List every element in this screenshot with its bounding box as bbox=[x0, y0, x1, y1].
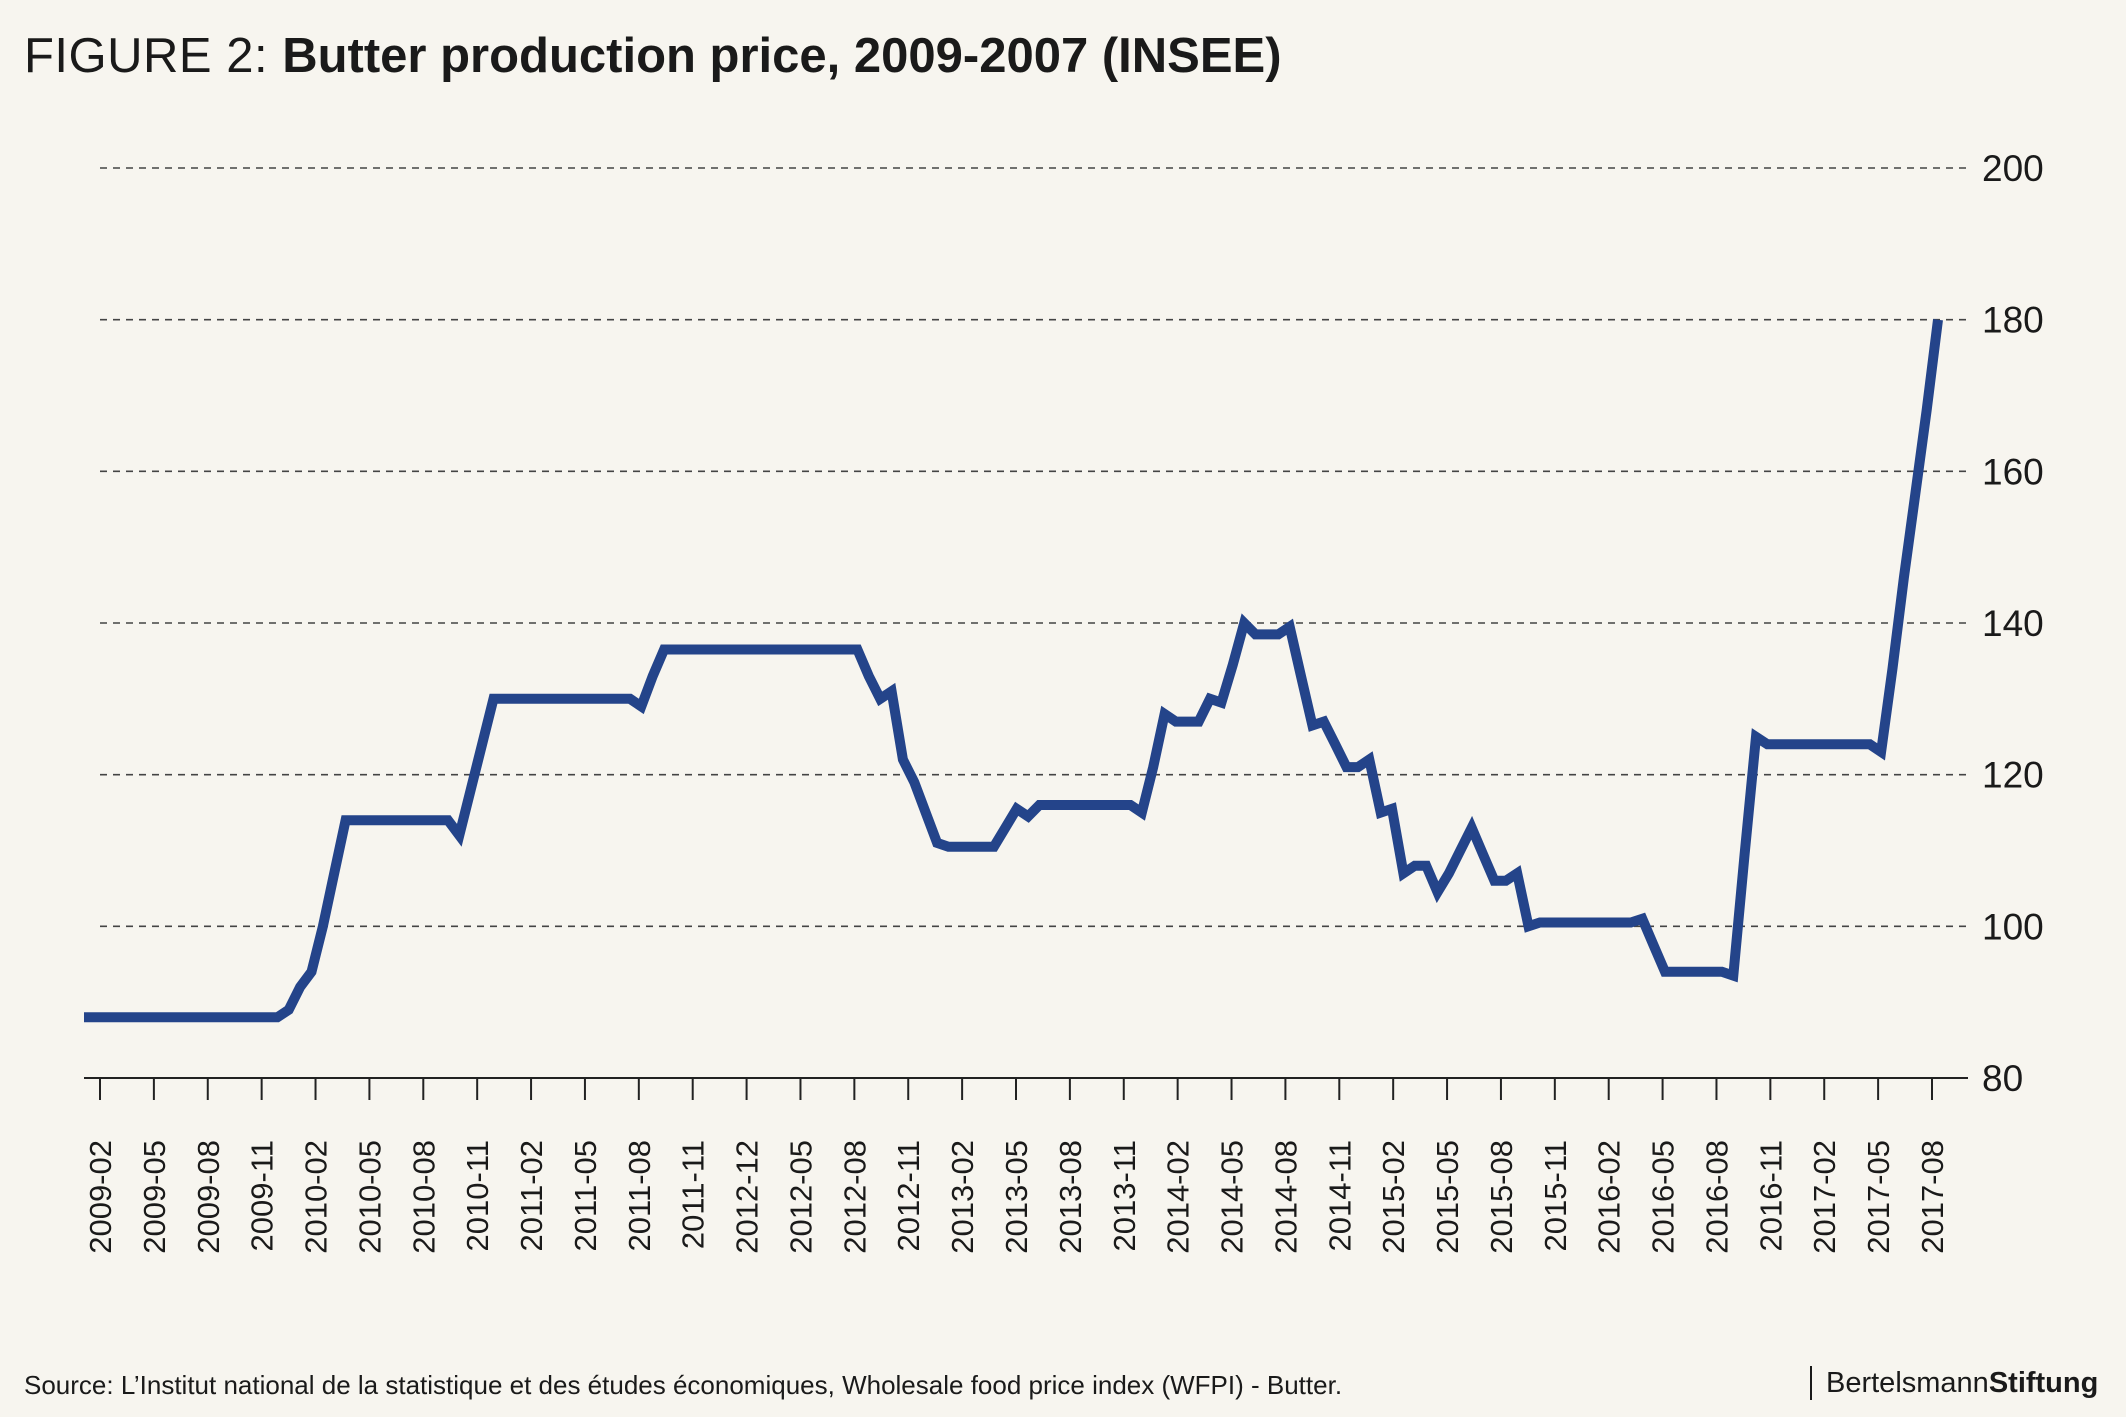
x-tick-label: 2017-05 bbox=[1861, 1140, 1896, 1254]
x-tick-label: 2015-02 bbox=[1376, 1140, 1411, 1254]
x-tick-label: 2012-05 bbox=[783, 1140, 818, 1254]
source-note: Source: L’Institut national de la statis… bbox=[24, 1370, 1343, 1400]
x-tick-label: 2017-08 bbox=[1915, 1140, 1950, 1254]
x-tick-label: 2009-11 bbox=[245, 1140, 280, 1251]
y-tick-label: 180 bbox=[1982, 300, 2044, 341]
x-tick-label: 2015-08 bbox=[1484, 1140, 1519, 1254]
x-tick-label: 2013-02 bbox=[945, 1140, 980, 1254]
x-tick-label: 2015-05 bbox=[1430, 1140, 1465, 1254]
x-tick-label: 2012-08 bbox=[837, 1140, 872, 1254]
x-tick-label: 2014-08 bbox=[1268, 1140, 1303, 1254]
brand-logo: BertelsmannStiftung bbox=[1810, 1366, 2098, 1400]
x-tick-label: 2016-05 bbox=[1646, 1140, 1681, 1254]
x-tick-label: 2016-02 bbox=[1592, 1140, 1627, 1254]
y-tick-label: 160 bbox=[1982, 451, 2044, 492]
x-tick-label: 2014-11 bbox=[1322, 1140, 1357, 1251]
x-tick-label: 2012-12 bbox=[730, 1140, 765, 1254]
y-axis: 80 100 120 140 160 180 200 bbox=[1982, 148, 2044, 1099]
figure-title: FIGURE 2: Butter production price, 2009-… bbox=[24, 26, 1282, 86]
x-tick-label: 2010-02 bbox=[299, 1140, 334, 1254]
x-tick-label: 2011-08 bbox=[622, 1140, 657, 1251]
brand-part2: Stiftung bbox=[1988, 1367, 2099, 1399]
x-tick-label: 2010-11 bbox=[460, 1140, 495, 1251]
y-tick-label: 120 bbox=[1982, 755, 2044, 796]
x-tick-label: 2015-11 bbox=[1538, 1140, 1573, 1251]
y-tick-label: 140 bbox=[1982, 603, 2044, 644]
x-tick-label: 2011-02 bbox=[514, 1140, 549, 1251]
x-tick-label: 2016-08 bbox=[1699, 1140, 1734, 1254]
x-tick-label: 2014-02 bbox=[1161, 1140, 1196, 1254]
x-tick-label: 2012-11 bbox=[891, 1140, 926, 1251]
x-tick-label: 2016-11 bbox=[1753, 1140, 1788, 1251]
x-tick-label: 2009-02 bbox=[83, 1140, 118, 1254]
x-tick-label: 2011-11 bbox=[676, 1140, 711, 1249]
x-tick-label: 2017-02 bbox=[1807, 1140, 1842, 1254]
figure-label: FIGURE 2: bbox=[24, 29, 283, 83]
x-tick-label: 2009-05 bbox=[137, 1140, 172, 1254]
brand-part1: Bertelsmann bbox=[1826, 1367, 1989, 1399]
x-axis bbox=[84, 1077, 1968, 1100]
x-tick-label: 2013-11 bbox=[1107, 1140, 1142, 1251]
x-tick-label: 2010-05 bbox=[352, 1140, 387, 1254]
series-line bbox=[84, 319, 1943, 1023]
figure-title-text: Butter production price, 2009-2007 (INSE… bbox=[282, 29, 1282, 83]
x-tick-label: 2010-08 bbox=[406, 1140, 441, 1254]
x-tick-label: 2013-08 bbox=[1053, 1140, 1088, 1254]
x-tick-label: 2011-05 bbox=[568, 1140, 603, 1251]
x-axis-labels: 2009-02 2009-05 2009-08 2009-11 2010-02 2010-… bbox=[83, 1140, 1950, 1254]
x-tick-label: 2013-05 bbox=[999, 1140, 1034, 1254]
x-tick-label: 2009-08 bbox=[191, 1140, 226, 1254]
y-tick-label: 80 bbox=[1982, 1058, 2023, 1099]
x-tick-label: 2014-05 bbox=[1215, 1140, 1250, 1254]
y-tick-label: 200 bbox=[1982, 148, 2044, 189]
y-tick-label: 100 bbox=[1982, 906, 2044, 947]
